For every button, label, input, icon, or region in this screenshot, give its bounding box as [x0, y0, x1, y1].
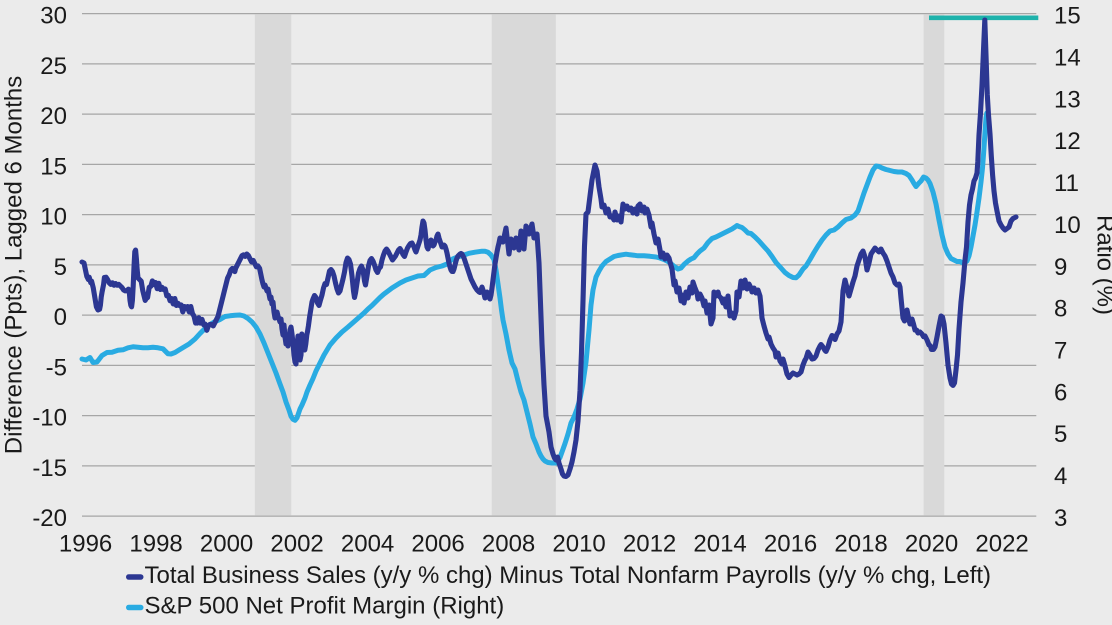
svg-text:2000: 2000: [200, 531, 253, 558]
svg-text:Ratio (%): Ratio (%): [1092, 215, 1112, 315]
svg-text:10: 10: [40, 204, 67, 231]
svg-text:11: 11: [1054, 170, 1079, 197]
svg-text:25: 25: [40, 53, 67, 80]
svg-text:4: 4: [1054, 463, 1067, 490]
svg-text:3: 3: [1054, 505, 1067, 532]
svg-text:-5: -5: [46, 354, 67, 381]
svg-text:2018: 2018: [834, 531, 887, 558]
svg-text:1996: 1996: [59, 531, 112, 558]
svg-text:2008: 2008: [482, 531, 535, 558]
svg-text:2004: 2004: [341, 531, 394, 558]
svg-text:15: 15: [1054, 3, 1081, 30]
svg-text:-15: -15: [32, 455, 67, 482]
svg-text:2022: 2022: [975, 531, 1028, 558]
svg-text:13: 13: [1054, 86, 1081, 113]
svg-text:14: 14: [1054, 44, 1081, 71]
svg-text:2010: 2010: [552, 531, 605, 558]
svg-text:8: 8: [1054, 296, 1067, 323]
svg-text:2002: 2002: [270, 531, 323, 558]
svg-text:2012: 2012: [623, 531, 676, 558]
svg-text:12: 12: [1054, 128, 1081, 155]
svg-text:S&P 500 Net Profit Margin (Rig: S&P 500 Net Profit Margin (Right): [145, 593, 505, 620]
svg-text:9: 9: [1054, 254, 1067, 281]
svg-text:2016: 2016: [764, 531, 817, 558]
svg-text:15: 15: [40, 153, 67, 180]
svg-text:10: 10: [1054, 212, 1081, 239]
svg-text:-20: -20: [32, 505, 67, 532]
svg-text:2020: 2020: [905, 531, 958, 558]
svg-text:30: 30: [40, 3, 67, 30]
svg-text:20: 20: [40, 103, 67, 130]
svg-text:2014: 2014: [693, 531, 746, 558]
svg-text:6: 6: [1054, 379, 1067, 406]
svg-text:Difference (Ppts), Lagged 6 Mo: Difference (Ppts), Lagged 6 Months: [1, 76, 28, 454]
svg-text:1998: 1998: [129, 531, 182, 558]
svg-text:5: 5: [1054, 421, 1067, 448]
svg-text:5: 5: [54, 254, 67, 281]
svg-text:-10: -10: [32, 405, 67, 432]
svg-text:7: 7: [1054, 338, 1067, 365]
svg-text:Total Business Sales (y/y % ch: Total Business Sales (y/y % chg) Minus T…: [145, 562, 992, 589]
svg-text:2006: 2006: [411, 531, 464, 558]
svg-text:0: 0: [54, 304, 67, 331]
